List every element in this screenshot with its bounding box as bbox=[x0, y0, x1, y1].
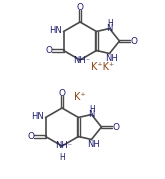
Text: O: O bbox=[59, 88, 66, 98]
Text: NH⁻: NH⁻ bbox=[55, 142, 73, 151]
Text: NH⁻: NH⁻ bbox=[73, 55, 91, 64]
Text: NH: NH bbox=[105, 54, 118, 63]
Text: O: O bbox=[45, 46, 52, 55]
Text: K⁺K⁺: K⁺K⁺ bbox=[91, 62, 115, 72]
Text: NH: NH bbox=[87, 140, 100, 149]
Text: N: N bbox=[88, 110, 95, 119]
Text: K⁺: K⁺ bbox=[74, 92, 86, 102]
Text: O: O bbox=[77, 3, 83, 11]
Text: O: O bbox=[131, 37, 138, 45]
Text: H: H bbox=[90, 105, 95, 114]
Text: HN: HN bbox=[49, 26, 62, 35]
Text: H: H bbox=[108, 19, 113, 28]
Text: N: N bbox=[106, 24, 113, 33]
Text: HN: HN bbox=[31, 112, 44, 121]
Text: O: O bbox=[113, 122, 120, 132]
Text: O: O bbox=[27, 132, 34, 141]
Text: H: H bbox=[59, 153, 65, 161]
